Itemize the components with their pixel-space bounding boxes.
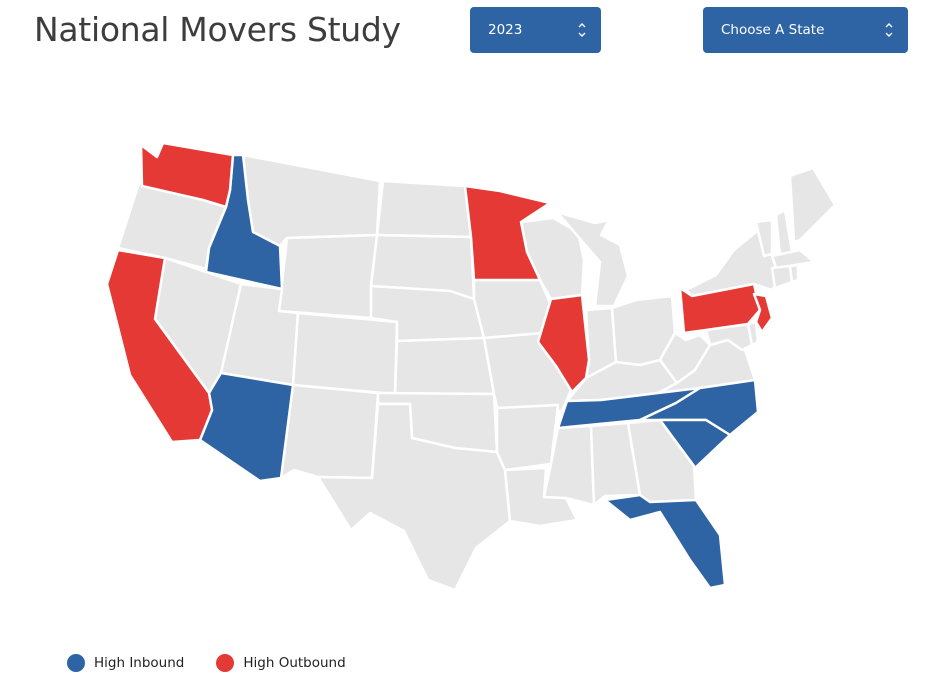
year-select[interactable]: 2023 (470, 7, 601, 53)
chevron-up-down-icon (578, 23, 586, 37)
state-colorado[interactable] (291, 311, 399, 396)
state-pennsylvania[interactable] (678, 282, 762, 335)
year-select-value: 2023 (488, 22, 523, 38)
map-legend: High Inbound High Outbound (67, 654, 378, 672)
state-select-value: Choose A State (721, 22, 825, 38)
legend-label-inbound: High Inbound (94, 655, 185, 671)
state-michigan[interactable] (555, 210, 630, 308)
state-vermont[interactable] (754, 218, 774, 258)
state-alabama[interactable] (589, 421, 642, 507)
state-california[interactable] (105, 248, 214, 444)
state-north-dakota[interactable] (375, 179, 473, 239)
state-arizona[interactable] (198, 371, 295, 483)
state-south-carolina[interactable] (658, 418, 732, 470)
legend-item-inbound: High Inbound (67, 654, 184, 672)
state-arkansas[interactable] (495, 403, 560, 472)
legend-label-outbound: High Outbound (243, 655, 346, 671)
state-delaware[interactable] (746, 320, 760, 347)
state-florida[interactable] (603, 493, 727, 590)
state-connecticut[interactable] (770, 264, 794, 290)
state-washington[interactable] (139, 141, 235, 209)
state-new-jersey[interactable] (752, 292, 774, 334)
state-kansas[interactable] (393, 336, 496, 396)
state-wyoming[interactable] (277, 233, 379, 320)
chevron-up-down-icon (885, 23, 893, 37)
legend-item-outbound: High Outbound (216, 654, 346, 672)
state-montana[interactable] (241, 153, 382, 248)
page-title: National Movers Study (34, 10, 401, 49)
state-select[interactable]: Choose A State (703, 7, 908, 53)
legend-dot-inbound (67, 654, 85, 672)
state-iowa[interactable] (472, 278, 553, 340)
state-massachusetts[interactable] (770, 248, 816, 270)
legend-dot-outbound (216, 654, 235, 672)
state-illinois[interactable] (536, 293, 591, 394)
state-new-hampshire[interactable] (774, 208, 794, 258)
state-louisiana[interactable] (503, 466, 579, 528)
state-new-mexico[interactable] (279, 383, 380, 480)
state-minnesota[interactable] (463, 184, 552, 282)
state-maine[interactable] (788, 166, 837, 244)
state-texas[interactable] (316, 402, 512, 592)
state-rhode-island[interactable] (788, 263, 800, 284)
